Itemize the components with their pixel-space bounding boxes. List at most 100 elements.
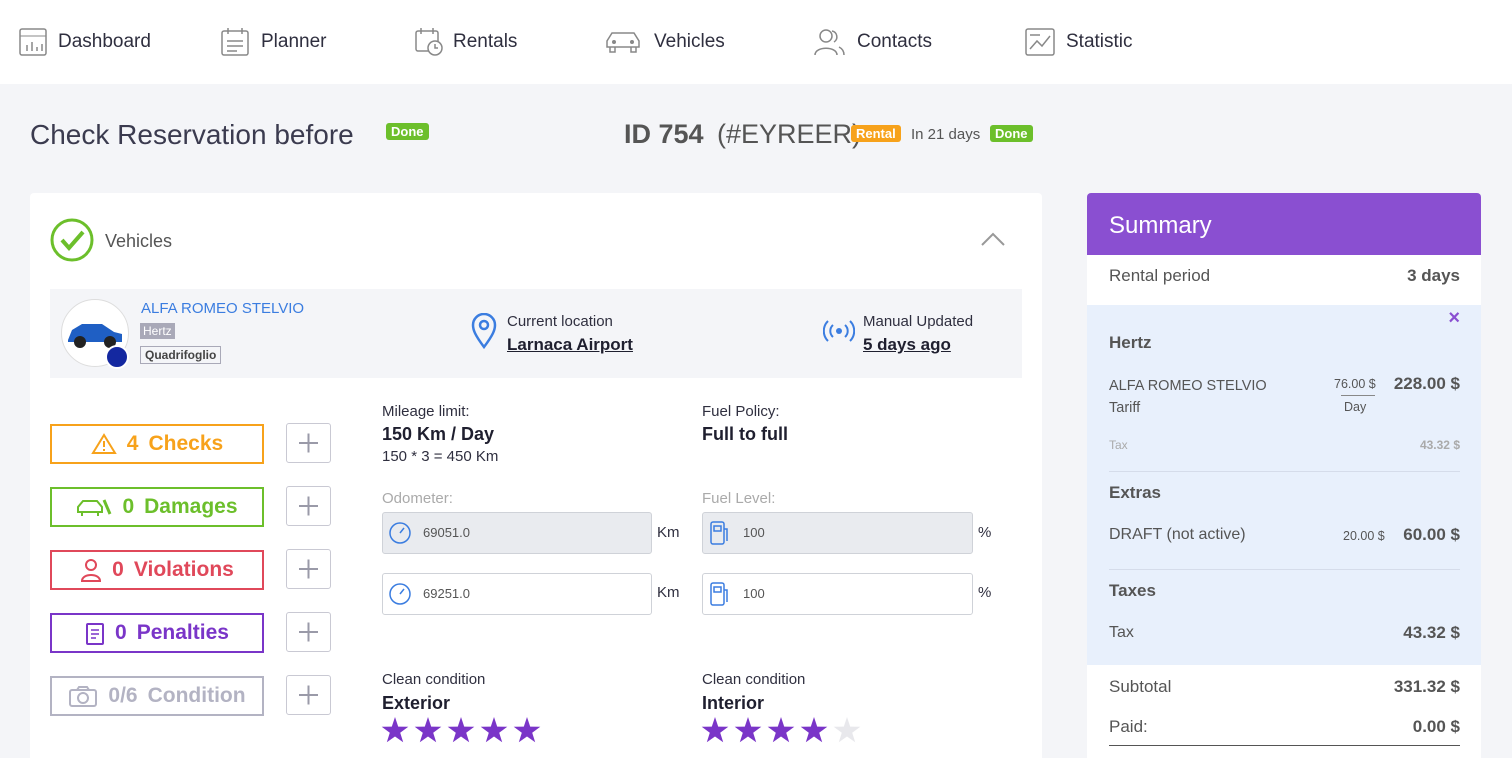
decoration (1109, 569, 1460, 570)
count: 0/6 (108, 684, 138, 707)
condition-title: Exterior (382, 693, 451, 713)
update-value[interactable]: 5 days ago (863, 335, 951, 354)
tariff-unit: Day (1344, 400, 1367, 414)
exterior-rating[interactable] (380, 716, 550, 746)
row-label: Rental period (1109, 266, 1211, 285)
reservation-code: (#EYREER) (717, 119, 862, 149)
page-title: Check Reservation before (30, 119, 354, 150)
star[interactable] (381, 717, 409, 743)
summary-title: Summary (1109, 212, 1212, 239)
timing: In 21 days (911, 126, 981, 143)
decoration (91, 629, 100, 639)
contacts-icon (814, 29, 845, 56)
tariff-rate: 76.00 $ (1334, 377, 1376, 391)
violations-button[interactable]: 0 Violations (50, 550, 264, 590)
decoration (81, 574, 102, 582)
status-badge: Done (990, 125, 1033, 142)
location-label: Current location (507, 313, 613, 330)
location-value[interactable]: Larnaca Airport (507, 335, 633, 354)
star[interactable] (767, 717, 795, 743)
nav-item[interactable]: Statistic (1066, 31, 1133, 52)
row-label: Paid: (1109, 717, 1148, 736)
star[interactable] (513, 717, 541, 743)
add-button[interactable] (286, 423, 331, 463)
location-icon (471, 313, 497, 349)
decoration (471, 313, 497, 349)
decoration (86, 623, 105, 645)
penalties-button[interactable]: 0 Penalties (50, 613, 264, 653)
odometer-input[interactable]: 69251.0 (382, 573, 652, 615)
label: Checks (148, 432, 224, 455)
decoration (1109, 745, 1460, 746)
car-photo (61, 299, 129, 367)
remove-button[interactable]: × (1448, 307, 1460, 329)
decoration (1341, 395, 1375, 396)
vehicle-card: ALFA ROMEO STELVIO Hertz Quadrifoglio Cu… (50, 289, 1022, 378)
add-button[interactable] (286, 549, 331, 589)
condition-label: Clean condition (382, 671, 486, 688)
car-name[interactable]: ALFA ROMEO STELVIO (141, 300, 305, 317)
mileage-label: Mileage limit: (382, 403, 470, 420)
damages-button[interactable]: 0 Damages (50, 487, 264, 527)
trim-badge: Quadrifoglio (140, 346, 222, 364)
nav-item[interactable]: Vehicles (654, 31, 725, 52)
add-button[interactable] (286, 486, 331, 526)
count: 0 (112, 558, 124, 581)
star[interactable] (833, 717, 861, 743)
condition-label: Clean condition (702, 671, 806, 688)
decoration (814, 30, 845, 56)
dashboard-icon (19, 28, 47, 56)
add-button[interactable] (286, 675, 331, 715)
extra-rate: 20.00 $ (1343, 529, 1385, 543)
row-value: 0.00 $ (1412, 717, 1460, 736)
decoration (1109, 471, 1460, 472)
nav-item[interactable]: Dashboard (58, 31, 151, 52)
label: Condition (147, 684, 246, 707)
status-badge: Done (386, 123, 429, 140)
condition-button[interactable]: 0/6 Condition (50, 676, 264, 716)
fuel-input[interactable]: 100 (702, 573, 973, 615)
brand-dot (105, 345, 129, 369)
nav-item[interactable]: Rentals (453, 31, 518, 52)
decoration (713, 525, 728, 541)
type-badge: Rental (851, 125, 901, 142)
value: 69051.0 (423, 525, 470, 540)
star[interactable] (447, 717, 475, 743)
value: 100 (743, 586, 765, 601)
interior-rating[interactable] (700, 716, 870, 746)
decoration (103, 499, 112, 515)
collapse-button[interactable] (980, 231, 1006, 247)
unit: Km (657, 584, 680, 601)
odometer-label: Odometer: (382, 490, 453, 507)
decoration (91, 433, 117, 454)
statistic-icon (1025, 28, 1055, 56)
nav-item[interactable]: Planner (261, 31, 327, 52)
decoration (69, 689, 98, 707)
decoration (74, 336, 86, 348)
decoration (981, 232, 1005, 246)
decoration (606, 32, 640, 53)
decoration (399, 588, 405, 595)
decoration (1025, 28, 1055, 56)
star[interactable] (734, 717, 762, 743)
extra-label: DRAFT (not active) (1109, 526, 1246, 543)
check-icon (50, 218, 94, 262)
fuel-policy-label: Fuel Policy: (702, 403, 780, 420)
label: Damages (144, 495, 238, 518)
count: 0 (115, 621, 127, 644)
decoration (60, 230, 85, 252)
decoration (76, 686, 91, 691)
count: 0 (122, 495, 135, 518)
checks-button[interactable]: 4 Checks (50, 424, 264, 464)
add-button[interactable] (286, 612, 331, 652)
decoration (819, 29, 833, 43)
nav-item[interactable]: Contacts (857, 31, 932, 52)
summary-panel: Summary Rental period 3 days × Hertz ALF… (1087, 193, 1481, 758)
label: Violations (133, 558, 234, 581)
star[interactable] (480, 717, 508, 743)
vehicles-panel: Vehicles ALFA ROMEO STELVIO Hertz Quadri… (30, 193, 1042, 758)
star[interactable] (414, 717, 442, 743)
star[interactable] (800, 717, 828, 743)
star[interactable] (701, 717, 729, 743)
